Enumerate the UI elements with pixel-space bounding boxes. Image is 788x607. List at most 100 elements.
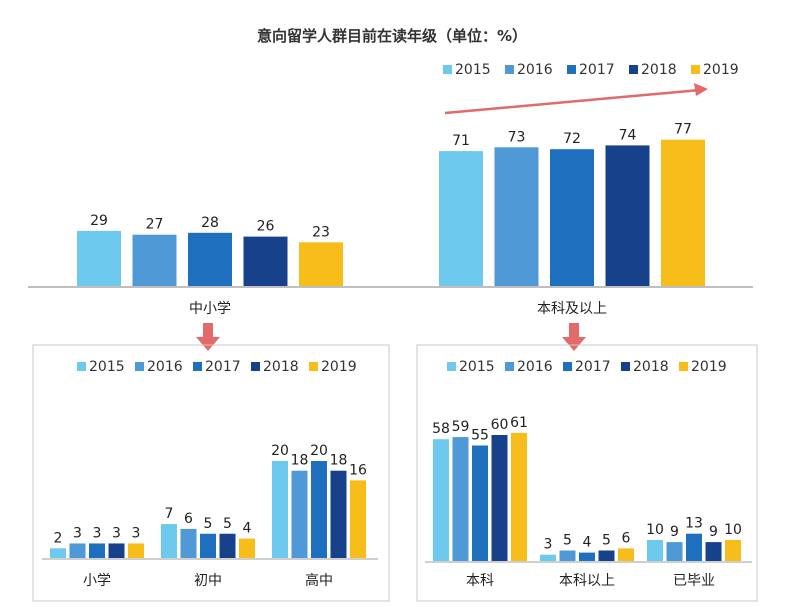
value-label-高中-2017: 20 — [310, 443, 328, 459]
bar-小学-2017 — [89, 543, 105, 558]
value-label-本科及以上-2019: 77 — [674, 122, 692, 138]
bar-中小学-2016 — [132, 234, 177, 286]
category-label-初中: 初中 — [194, 572, 222, 589]
bar-本科及以上-2018 — [605, 145, 650, 286]
down-arrow-left-icon — [196, 323, 220, 351]
legend-label-2018: 2018 — [641, 62, 677, 78]
value-label-本科-2017: 55 — [471, 428, 489, 444]
value-label-小学-2018: 3 — [112, 525, 121, 541]
bar-初中-2015 — [161, 524, 177, 558]
value-label-已毕业-2015: 10 — [646, 522, 664, 538]
legend-swatch-2017 — [193, 362, 202, 371]
value-label-已毕业-2016: 9 — [670, 524, 679, 540]
legend-swatch-2016 — [505, 362, 514, 371]
value-label-初中-2018: 5 — [223, 516, 232, 532]
value-label-已毕业-2019: 10 — [724, 522, 742, 538]
legend-label-2015: 2015 — [459, 359, 495, 375]
category-label-已毕业: 已毕业 — [673, 573, 715, 589]
bar-本科以上-2015 — [540, 554, 556, 561]
value-label-初中-2019: 4 — [243, 521, 252, 537]
bar-本科以上-2016 — [559, 550, 576, 561]
legend-swatch-2016 — [505, 65, 514, 74]
bar-本科-2019 — [511, 432, 527, 561]
legend-swatch-2019 — [679, 362, 688, 371]
bar-中小学-2017 — [188, 232, 232, 286]
category-label-高中: 高中 — [305, 572, 333, 589]
value-label-已毕业-2018: 9 — [709, 524, 718, 540]
bar-本科以上-2019 — [618, 548, 634, 561]
value-label-初中-2016: 6 — [184, 511, 193, 527]
top-legend: 2015 2016 2017 2018 2019 — [443, 62, 739, 78]
category-label-中小学: 中小学 — [189, 301, 231, 317]
chart-title: 意向留学人群目前在读年级（单位：%） — [257, 27, 527, 45]
value-label-中小学-2015: 29 — [90, 213, 108, 229]
bar-本科-2015 — [433, 439, 449, 561]
legend-label-2019: 2019 — [703, 62, 739, 78]
bar-本科-2018 — [491, 435, 508, 561]
value-label-高中-2019: 16 — [349, 462, 367, 478]
legend-label-2016: 2016 — [517, 62, 553, 78]
legend-swatch-2018 — [251, 362, 260, 371]
bar-中小学-2015 — [77, 230, 121, 286]
value-label-本科-2016: 59 — [452, 419, 470, 435]
bottom-right-panel — [416, 344, 758, 602]
bar-初中-2019 — [239, 538, 255, 558]
bar-小学-2015 — [50, 548, 66, 558]
value-label-本科及以上-2017: 72 — [563, 131, 581, 147]
bar-本科-2016 — [452, 437, 469, 561]
legend-label-2019: 2019 — [321, 359, 357, 375]
value-label-高中-2018: 18 — [330, 453, 348, 469]
value-label-中小学-2016: 27 — [146, 217, 164, 233]
value-label-本科以上-2015: 3 — [544, 537, 553, 553]
bar-小学-2016 — [69, 543, 86, 558]
bar-本科及以上-2017 — [550, 149, 594, 286]
bar-本科-2017 — [472, 445, 488, 561]
legend-label-2015: 2015 — [89, 359, 125, 375]
bar-已毕业-2019 — [725, 540, 741, 561]
legend-swatch-2017 — [567, 65, 576, 74]
bar-已毕业-2016 — [666, 542, 683, 561]
bar-初中-2018 — [219, 533, 236, 558]
bottom-right-legend: 2015 2016 2017 2018 2019 — [447, 359, 727, 375]
bar-高中-2019 — [350, 480, 366, 558]
value-label-本科及以上-2016: 73 — [508, 129, 526, 145]
legend-swatch-2018 — [621, 362, 630, 371]
legend-label-2015: 2015 — [455, 62, 491, 78]
value-label-初中-2017: 5 — [204, 516, 213, 532]
legend-swatch-2017 — [563, 362, 572, 371]
value-label-小学-2015: 2 — [54, 530, 63, 546]
value-label-小学-2019: 3 — [132, 525, 141, 541]
down-arrow-right-icon — [562, 323, 586, 351]
bar-高中-2018 — [330, 470, 347, 558]
category-label-本科及以上: 本科及以上 — [537, 301, 607, 317]
bar-高中-2016 — [291, 470, 308, 558]
value-label-本科-2018: 60 — [491, 417, 509, 433]
value-label-高中-2015: 20 — [271, 443, 289, 459]
category-label-本科: 本科 — [466, 573, 494, 589]
value-label-本科以上-2018: 5 — [602, 533, 611, 549]
bar-小学-2018 — [108, 543, 125, 558]
value-label-本科-2019: 61 — [510, 415, 528, 431]
value-label-小学-2016: 3 — [73, 525, 82, 541]
legend-swatch-2018 — [629, 65, 638, 74]
bar-本科及以上-2016 — [494, 147, 539, 286]
bar-高中-2017 — [311, 461, 327, 558]
value-label-本科及以上-2015: 71 — [452, 133, 470, 149]
legend-swatch-2016 — [135, 362, 144, 371]
value-label-已毕业-2017: 13 — [685, 516, 703, 532]
bar-本科以上-2017 — [579, 552, 595, 561]
value-label-本科及以上-2018: 74 — [619, 127, 637, 143]
trend-arrow-head — [694, 83, 708, 96]
bar-已毕业-2018 — [705, 542, 722, 561]
bottom-left-panel — [32, 344, 390, 602]
legend-label-2017: 2017 — [579, 62, 615, 78]
bar-已毕业-2015 — [647, 540, 663, 561]
legend-swatch-2019 — [309, 362, 318, 371]
value-label-中小学-2017: 28 — [201, 215, 219, 231]
legend-swatch-2015 — [443, 65, 452, 74]
legend-swatch-2019 — [691, 65, 700, 74]
legend-label-2017: 2017 — [205, 359, 241, 375]
bar-本科及以上-2019 — [661, 139, 705, 286]
